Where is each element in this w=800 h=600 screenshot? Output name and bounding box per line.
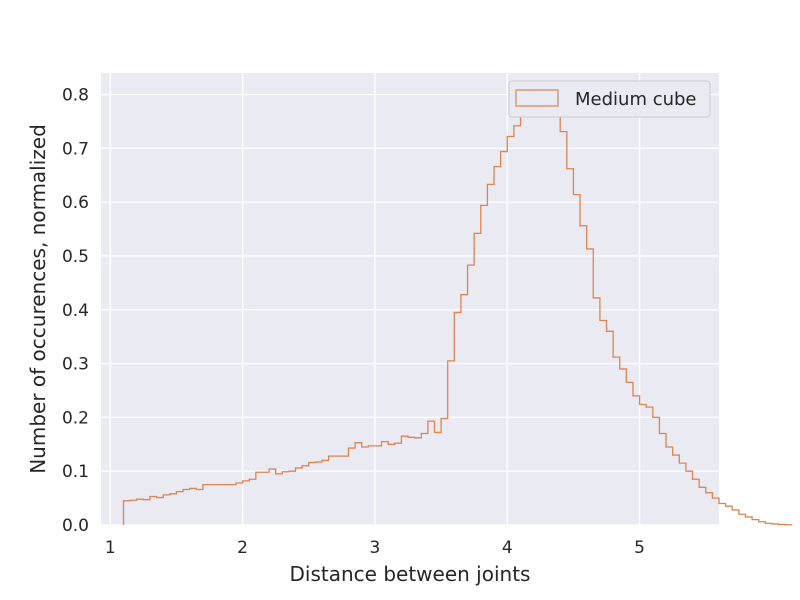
y-tick-label: 0.2 xyxy=(62,408,89,428)
x-axis-label: Distance between joints xyxy=(290,562,531,586)
y-tick-label: 0.7 xyxy=(62,139,89,159)
y-tick-label: 0.1 xyxy=(62,462,89,482)
legend[interactable]: Medium cube xyxy=(508,80,711,118)
x-tick-labels: 1 2 3 4 5 xyxy=(105,538,645,558)
x-tick-label: 3 xyxy=(370,538,381,558)
histogram-step-line xyxy=(122,96,793,526)
x-tick-label: 4 xyxy=(502,538,513,558)
x-tick-label: 2 xyxy=(237,538,248,558)
legend-label: Medium cube xyxy=(575,89,697,110)
y-tick-label: 0.6 xyxy=(62,193,89,213)
legend-swatch xyxy=(515,89,559,107)
legend-box xyxy=(508,80,711,118)
y-axis-label: Number of occurences, normalized xyxy=(26,124,50,474)
x-tick-label: 5 xyxy=(634,538,645,558)
histogram-series xyxy=(122,96,793,526)
y-tick-label: 0.4 xyxy=(62,301,89,321)
y-tick-label: 0.3 xyxy=(62,355,89,375)
y-tick-labels: 0.0 0.1 0.2 0.3 0.4 0.5 0.6 0.7 0.8 xyxy=(62,86,89,536)
y-tick-label: 0.0 xyxy=(62,516,89,536)
plot-background xyxy=(101,73,719,525)
x-tick-label: 1 xyxy=(105,538,116,558)
y-tick-label: 0.5 xyxy=(62,247,89,267)
y-tick-label: 0.8 xyxy=(62,86,89,106)
